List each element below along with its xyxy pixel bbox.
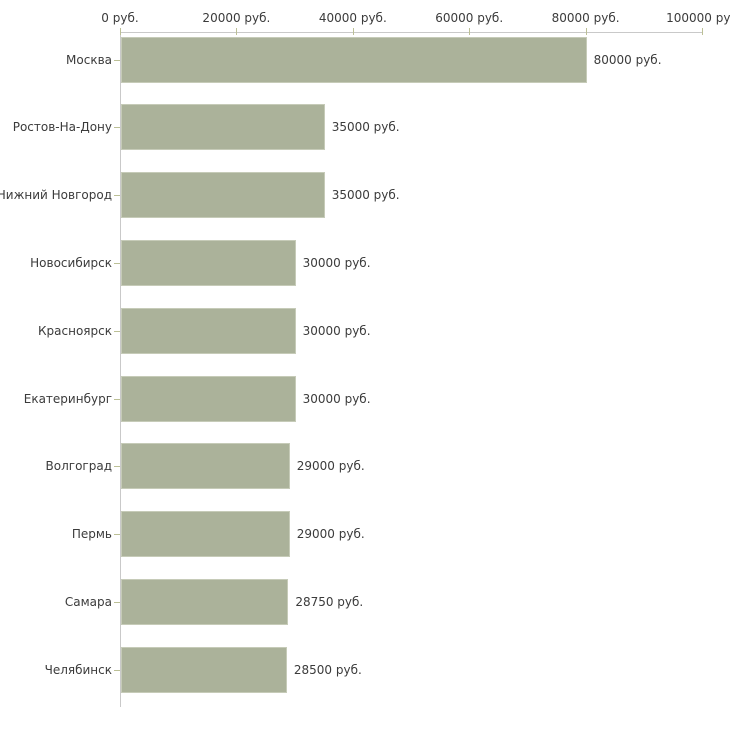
value-label: 30000 руб. bbox=[302, 255, 371, 270]
category-label: Волгоград bbox=[45, 459, 112, 474]
x-axis-tick-label: 20000 руб. bbox=[202, 11, 271, 25]
bar bbox=[121, 104, 325, 151]
category-label: Нижний Новгород bbox=[0, 188, 112, 203]
y-axis-tick bbox=[114, 330, 120, 332]
x-axis-tick bbox=[585, 28, 587, 35]
x-axis-tick-label: 60000 руб. bbox=[435, 11, 504, 25]
y-axis-tick bbox=[114, 466, 120, 468]
bar bbox=[121, 36, 587, 83]
y-axis-tick bbox=[114, 127, 120, 129]
x-axis-line bbox=[120, 32, 702, 33]
x-axis-tick-label: 100000 руб bbox=[666, 11, 730, 25]
category-label: Красноярск bbox=[38, 323, 112, 338]
value-label: 30000 руб. bbox=[302, 391, 371, 406]
bar bbox=[121, 646, 287, 693]
x-axis-tick bbox=[236, 28, 238, 35]
y-axis-tick bbox=[114, 601, 120, 603]
x-axis-tick bbox=[120, 28, 121, 35]
category-label: Челябинск bbox=[44, 662, 112, 677]
category-label: Новосибирск bbox=[30, 255, 112, 270]
category-label: Ростов-На-Дону bbox=[12, 120, 112, 135]
y-axis-tick bbox=[114, 59, 120, 61]
category-label: Самара bbox=[64, 594, 112, 609]
bar bbox=[121, 239, 296, 286]
bar bbox=[121, 511, 290, 558]
bar bbox=[121, 172, 325, 219]
bar bbox=[121, 443, 290, 490]
x-axis-tick-label: 0 руб. bbox=[101, 11, 139, 25]
bar bbox=[121, 307, 296, 354]
category-label: Москва bbox=[66, 52, 112, 67]
value-label: 29000 руб. bbox=[296, 459, 365, 474]
x-axis-tick bbox=[702, 28, 703, 35]
bar bbox=[121, 578, 289, 625]
value-label: 29000 руб. bbox=[296, 527, 365, 542]
x-axis-tick bbox=[352, 28, 354, 35]
y-axis-tick bbox=[114, 534, 120, 536]
value-label: 80000 руб. bbox=[593, 52, 662, 67]
category-label: Пермь bbox=[71, 527, 112, 542]
value-label: 35000 руб. bbox=[331, 120, 400, 135]
x-axis-tick bbox=[469, 28, 471, 35]
y-axis-tick bbox=[114, 669, 120, 671]
value-label: 28500 руб. bbox=[293, 662, 362, 677]
y-axis-tick bbox=[114, 398, 120, 400]
value-label: 28750 руб. bbox=[295, 594, 364, 609]
x-axis-tick-label: 40000 руб. bbox=[318, 11, 387, 25]
bar bbox=[121, 375, 296, 422]
y-axis-tick bbox=[114, 262, 120, 264]
x-axis-tick-label: 80000 руб. bbox=[551, 11, 620, 25]
y-axis-tick bbox=[114, 195, 120, 197]
value-label: 30000 руб. bbox=[302, 323, 371, 338]
y-axis-line bbox=[120, 32, 121, 707]
category-label: Екатеринбург bbox=[23, 391, 112, 406]
value-label: 35000 руб. bbox=[331, 188, 400, 203]
